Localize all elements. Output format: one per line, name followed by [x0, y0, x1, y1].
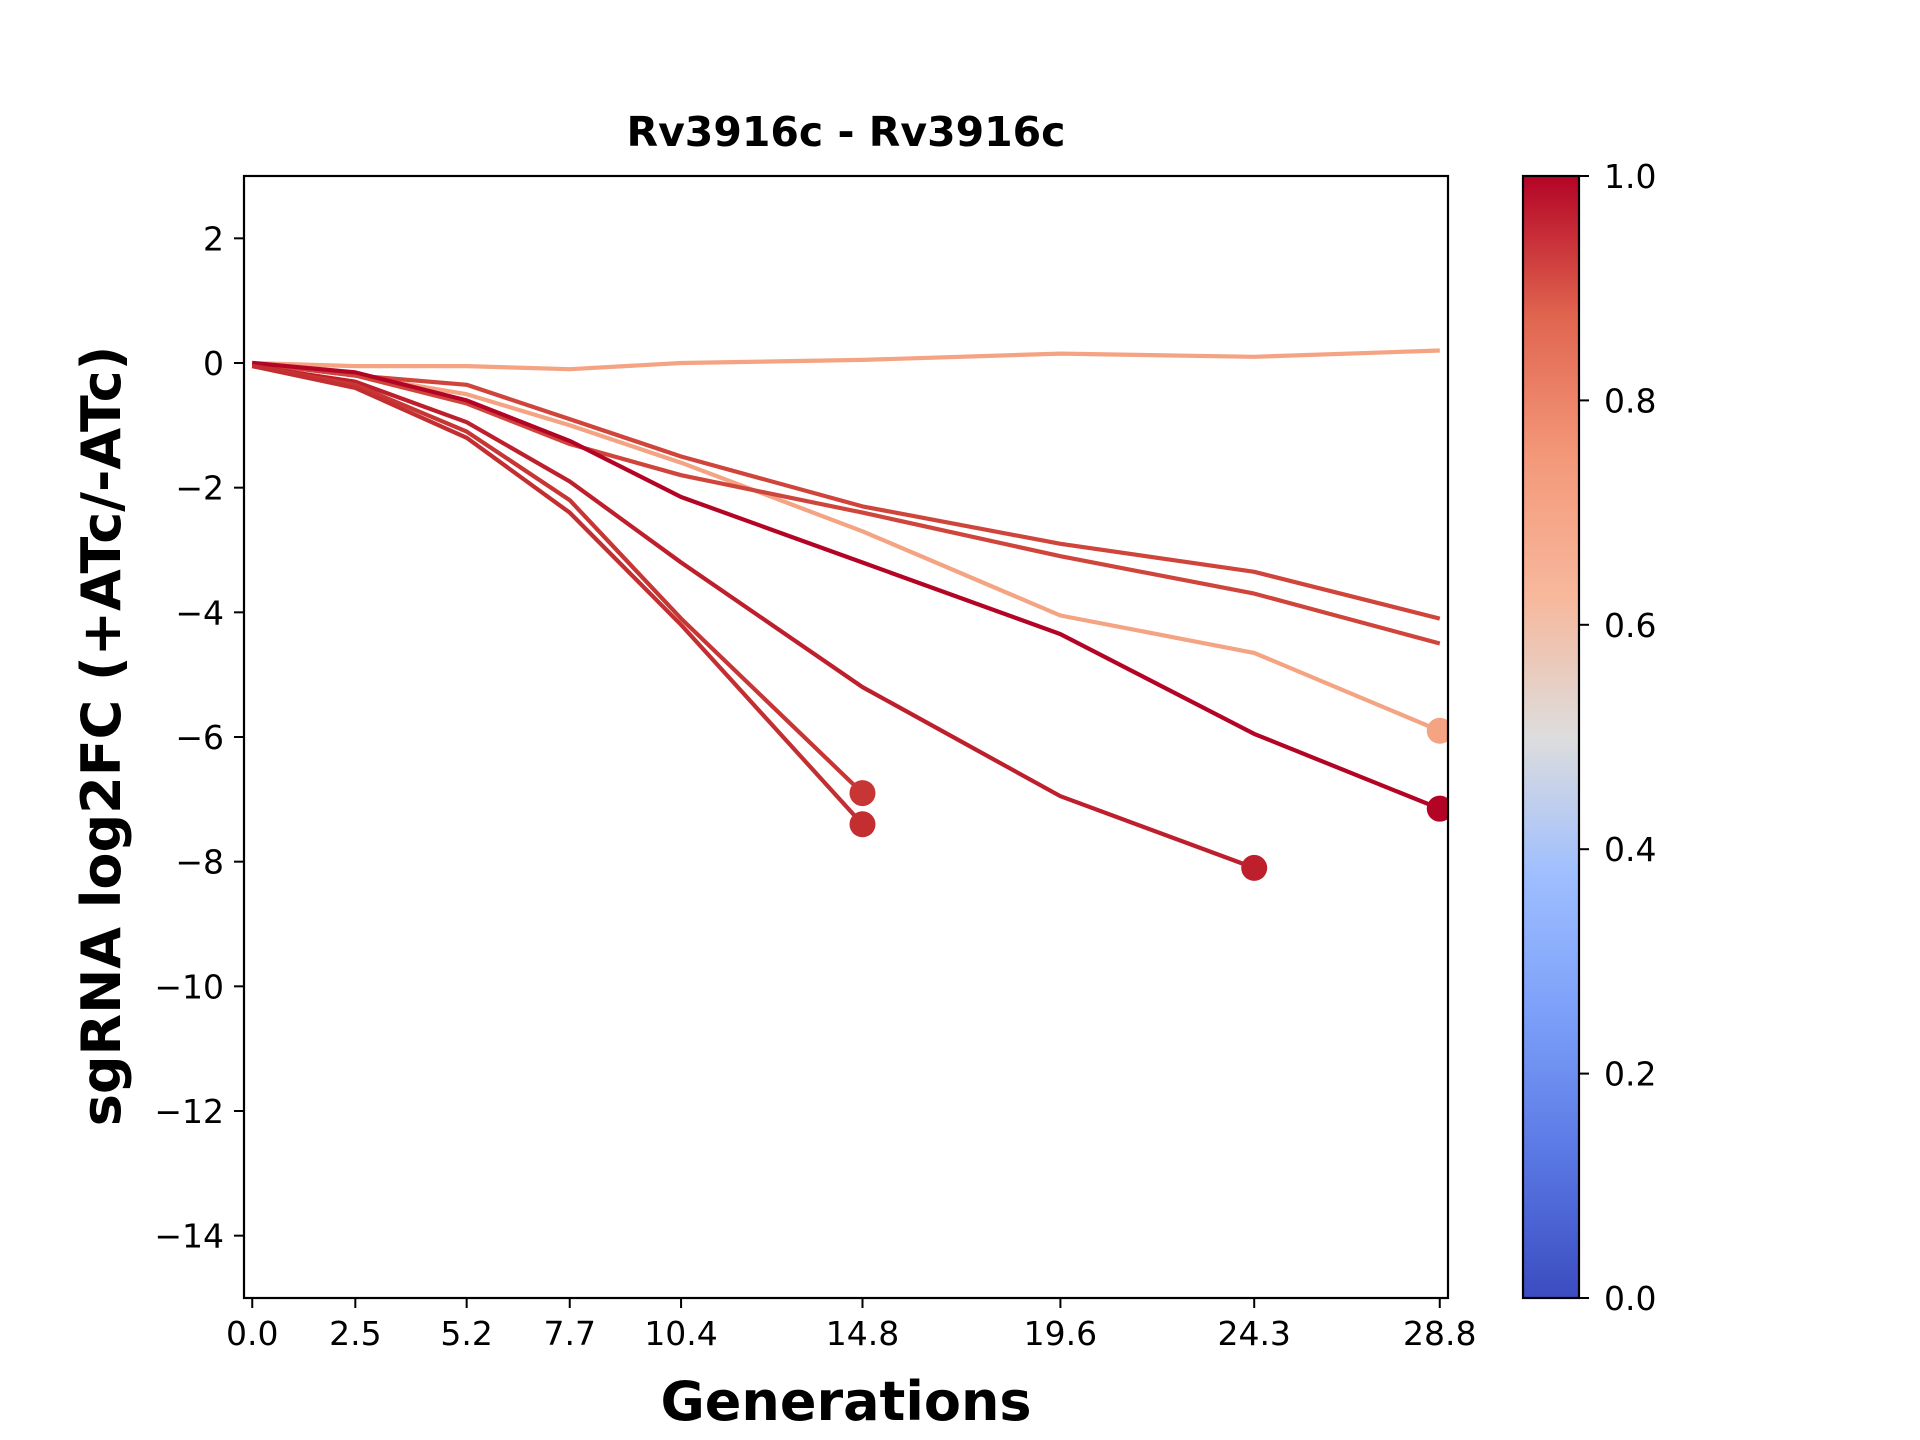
colorbar-tick-label: 0.6 — [1604, 606, 1656, 645]
x-tick-label: 0.0 — [226, 1314, 278, 1353]
x-axis-label: Generations — [660, 1370, 1031, 1433]
y-tick-label: −12 — [154, 1092, 224, 1131]
series-line — [252, 360, 1441, 811]
y-tick-label: −2 — [175, 469, 224, 508]
y-tick-label: −8 — [175, 843, 224, 882]
colorbar: 0.0 0.2 0.4 0.6 0.8 1.0 — [1521, 157, 1656, 1318]
series-end-point — [1426, 717, 1448, 744]
series-line — [251, 360, 1441, 621]
x-axis: 0.0 2.5 5.2 7.7 10.4 14.8 19.6 24.3 28.8 — [226, 1298, 1476, 1353]
colorbar-tick-label: 0.0 — [1604, 1279, 1656, 1318]
series-end-point — [1241, 854, 1268, 881]
colorbar-tick-label: 0.2 — [1604, 1055, 1656, 1094]
x-tick-label: 7.7 — [543, 1314, 595, 1353]
y-tick-label: −14 — [154, 1217, 224, 1256]
series-line — [251, 360, 1441, 646]
x-tick-label: 24.3 — [1217, 1314, 1290, 1353]
x-tick-label: 14.8 — [826, 1314, 899, 1353]
series-line — [251, 364, 1255, 870]
colorbar-gradient — [1521, 174, 1581, 1300]
series-end-point — [1426, 795, 1448, 822]
colorbar-tick-label: 0.8 — [1604, 381, 1656, 420]
series-line — [251, 364, 865, 826]
y-tick-label: 2 — [203, 219, 224, 258]
x-tick-label: 19.6 — [1024, 1314, 1097, 1353]
x-tick-label: 10.4 — [644, 1314, 717, 1353]
series-end-point — [849, 780, 876, 807]
series-end-point — [849, 811, 876, 838]
y-tick-label: −4 — [175, 593, 224, 632]
y-tick-label: −10 — [154, 967, 224, 1006]
y-tick-label: 0 — [203, 344, 224, 383]
series-line — [252, 348, 1440, 372]
colorbar-tick-label: 0.4 — [1604, 830, 1656, 869]
y-axis: 2 0 −2 −4 −6 −8 −10 −12 −14 — [154, 219, 244, 1256]
series-line — [251, 364, 864, 795]
colorbar-ticks: 0.0 0.2 0.4 0.6 0.8 1.0 — [1579, 157, 1656, 1318]
plot-area — [251, 348, 1448, 881]
y-tick-label: −6 — [175, 718, 224, 757]
x-tick-label: 5.2 — [440, 1314, 492, 1353]
x-tick-label: 2.5 — [329, 1314, 381, 1353]
colorbar-tick-label: 1.0 — [1604, 157, 1656, 196]
x-tick-label: 28.8 — [1403, 1314, 1476, 1353]
y-axis-label: sgRNA log2FC (+ATc/-ATc) — [70, 346, 133, 1127]
chart-title: Rv3916c - Rv3916c — [627, 108, 1066, 156]
